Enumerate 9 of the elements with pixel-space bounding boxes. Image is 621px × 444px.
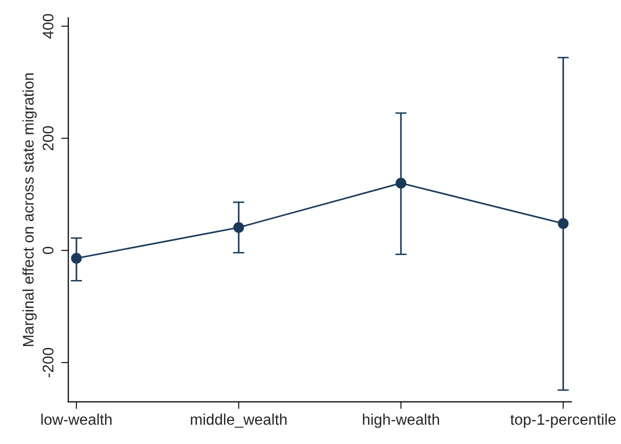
x-tick-label: high-wealth: [362, 414, 440, 428]
x-tick-label: top-1-percentile: [510, 414, 616, 428]
y-tick-label: -200: [42, 348, 54, 378]
y-tick-label: 200: [42, 126, 54, 150]
y-tick-label: 0: [42, 246, 54, 254]
y-axis-title: Marginal effect on across state migration: [22, 73, 37, 346]
x-tick-label: low-wealth: [41, 414, 112, 425]
y-tick-label: 400: [42, 14, 54, 39]
x-tick-label: middle_wealth: [190, 414, 287, 428]
